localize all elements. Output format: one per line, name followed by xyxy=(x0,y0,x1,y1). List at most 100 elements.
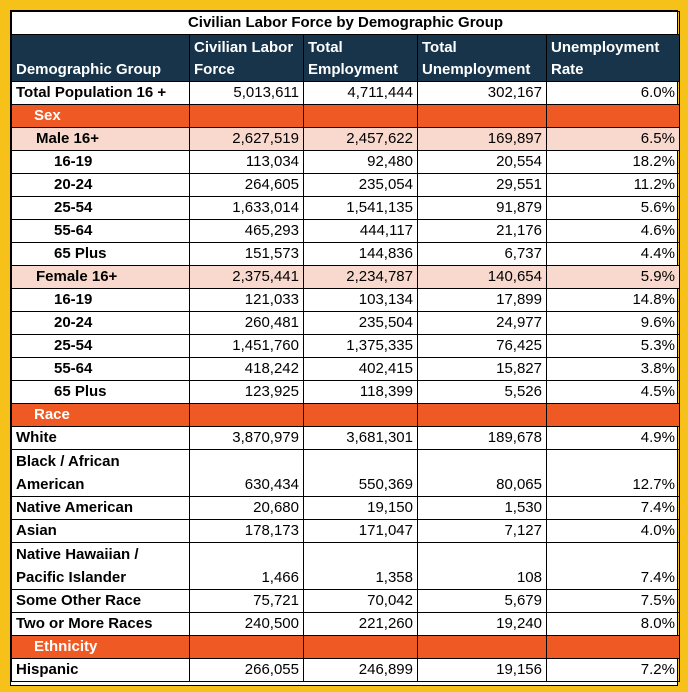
row-label: Native American xyxy=(11,496,190,520)
rate-cell: 4.0% xyxy=(546,519,680,543)
section-row: Sex xyxy=(11,104,680,128)
employment-cell: 2,234,787 xyxy=(303,265,418,289)
row-label: 55-64 xyxy=(11,357,190,381)
table-row: 16-19 113,034 92,480 20,554 18.2% xyxy=(11,150,680,174)
section-fill-cell xyxy=(303,403,418,427)
labor-force-cell: 1,451,760 xyxy=(189,334,304,358)
rate-cell: 5.9% xyxy=(546,265,680,289)
employment-cell: 103,134 xyxy=(303,288,418,312)
row-label: Male 16+ xyxy=(11,127,190,151)
labor-force-cell: 260,481 xyxy=(189,311,304,335)
labor-force-cell: 630,434 xyxy=(189,449,304,497)
table-row: White 3,870,979 3,681,301 189,678 4.9% xyxy=(11,426,680,450)
row-label: 20-24 xyxy=(11,311,190,335)
labor-force-cell: 113,034 xyxy=(189,150,304,174)
row-label: Black / African American xyxy=(11,449,190,497)
labor-force-cell: 121,033 xyxy=(189,288,304,312)
rate-cell: 9.6% xyxy=(546,311,680,335)
unemployment-cell: 80,065 xyxy=(417,449,547,497)
table-row: Black / African American 630,434 550,369 80… xyxy=(11,449,680,497)
section-fill-cell xyxy=(417,635,547,659)
employment-cell: 235,504 xyxy=(303,311,418,335)
employment-cell: 1,375,335 xyxy=(303,334,418,358)
table-row: Some Other Race 75,721 70,042 5,679 7.5% xyxy=(11,589,680,613)
row-label: 65 Plus xyxy=(11,380,190,404)
section-fill-cell xyxy=(417,403,547,427)
employment-cell: 118,399 xyxy=(303,380,418,404)
rate-cell: 7.2% xyxy=(546,658,680,682)
employment-cell: 92,480 xyxy=(303,150,418,174)
row-label: 55-64 xyxy=(11,219,190,243)
section-fill-cell xyxy=(189,104,304,128)
employment-cell: 221,260 xyxy=(303,612,418,636)
table-row: Female 16+ 2,375,441 2,234,787 140,654 5.9% xyxy=(11,265,680,289)
header-row: Demographic Group Civilian Labor Force T… xyxy=(11,34,680,82)
employment-cell: 235,054 xyxy=(303,173,418,197)
employment-cell: 444,117 xyxy=(303,219,418,243)
section-fill-cell xyxy=(303,635,418,659)
header-total-employment: Total Employment xyxy=(303,34,418,82)
labor-force-cell: 178,173 xyxy=(189,519,304,543)
rate-cell: 4.4% xyxy=(546,242,680,266)
rate-cell: 7.4% xyxy=(546,542,680,590)
unemployment-cell: 15,827 xyxy=(417,357,547,381)
employment-cell: 144,836 xyxy=(303,242,418,266)
table-row: 25-54 1,633,014 1,541,135 91,879 5.6% xyxy=(11,196,680,220)
employment-cell: 4,711,444 xyxy=(303,81,418,105)
section-row: Ethnicity xyxy=(11,635,680,659)
unemployment-cell: 24,977 xyxy=(417,311,547,335)
labor-force-cell: 418,242 xyxy=(189,357,304,381)
row-label: 25-54 xyxy=(11,196,190,220)
row-label: Asian xyxy=(11,519,190,543)
rate-cell: 6.0% xyxy=(546,81,680,105)
rate-cell: 5.6% xyxy=(546,196,680,220)
table-row: Native Hawaiian / Pacific Islander 1,466 1… xyxy=(11,542,680,590)
table-row: Two or More Races 240,500 221,260 19,240 8.0… xyxy=(11,612,680,636)
rate-cell: 7.4% xyxy=(546,496,680,520)
section-row: Race xyxy=(11,403,680,427)
rate-cell: 4.5% xyxy=(546,380,680,404)
rate-cell: 12.7% xyxy=(546,449,680,497)
header-demographic-group: Demographic Group xyxy=(11,34,190,82)
row-label: 20-24 xyxy=(11,173,190,197)
labor-force-cell: 1,466 xyxy=(189,542,304,590)
section-fill-cell xyxy=(546,403,680,427)
table-row: 55-64 418,242 402,415 15,827 3.8% xyxy=(11,357,680,381)
table-row: 55-64 465,293 444,117 21,176 4.6% xyxy=(11,219,680,243)
unemployment-cell: 169,897 xyxy=(417,127,547,151)
unemployment-cell: 108 xyxy=(417,542,547,590)
labor-force-cell: 5,013,611 xyxy=(189,81,304,105)
unemployment-cell: 5,526 xyxy=(417,380,547,404)
header-total-unemployment: Total Unemployment xyxy=(417,34,547,82)
header-civilian-labor-force: Civilian Labor Force xyxy=(189,34,304,82)
section-fill-cell xyxy=(546,635,680,659)
unemployment-cell: 302,167 xyxy=(417,81,547,105)
labor-force-cell: 20,680 xyxy=(189,496,304,520)
table-row: Total Population 16 +5,013,611 4,711,444 3… xyxy=(11,81,680,105)
table-title: Civilian Labor Force by Demographic Grou… xyxy=(11,11,680,35)
labor-force-cell: 264,605 xyxy=(189,173,304,197)
labor-force-cell: 1,633,014 xyxy=(189,196,304,220)
row-label: White xyxy=(11,426,190,450)
employment-cell: 171,047 xyxy=(303,519,418,543)
employment-cell: 246,899 xyxy=(303,658,418,682)
unemployment-cell: 29,551 xyxy=(417,173,547,197)
section-fill-cell xyxy=(303,104,418,128)
section-label: Race xyxy=(11,403,190,427)
table-row: Male 16+ 2,627,519 2,457,622 169,897 6.5% xyxy=(11,127,680,151)
table-row: 20-24 264,605 235,054 29,551 11.2% xyxy=(11,173,680,197)
row-label: Total Population 16 + xyxy=(11,81,190,105)
row-label: Hispanic xyxy=(11,658,190,682)
row-label: Two or More Races xyxy=(11,612,190,636)
row-label: 16-19 xyxy=(11,150,190,174)
row-label: 65 Plus xyxy=(11,242,190,266)
labor-force-cell: 240,500 xyxy=(189,612,304,636)
row-label: 16-19 xyxy=(11,288,190,312)
employment-cell: 1,541,135 xyxy=(303,196,418,220)
labor-force-cell: 3,870,979 xyxy=(189,426,304,450)
table-row: Native American 20,680 19,150 1,530 7.4% xyxy=(11,496,680,520)
labor-force-cell: 2,627,519 xyxy=(189,127,304,151)
table-row: 25-54 1,451,760 1,375,335 76,425 5.3% xyxy=(11,334,680,358)
rate-cell: 8.0% xyxy=(546,612,680,636)
unemployment-cell: 21,176 xyxy=(417,219,547,243)
